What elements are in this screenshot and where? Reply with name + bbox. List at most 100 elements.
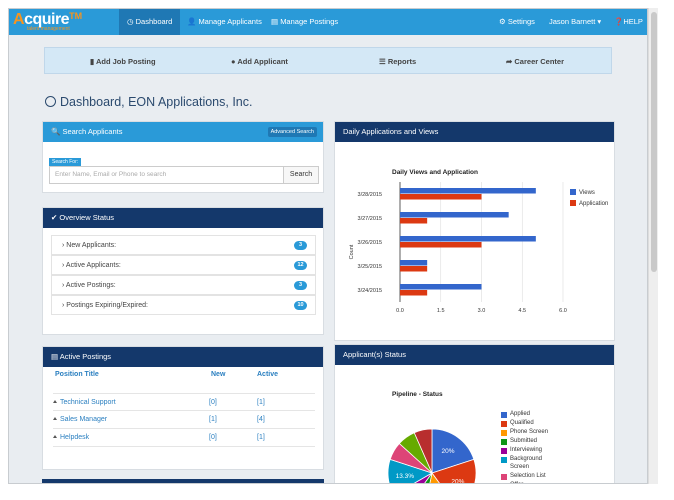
triangle-icon xyxy=(53,435,57,438)
nav-settings[interactable]: ⚙ Settings xyxy=(499,9,535,35)
nav-help[interactable]: ❓HELP xyxy=(614,9,643,35)
bar-application-3 xyxy=(400,242,482,248)
gear-icon: ⚙ xyxy=(499,17,506,26)
applicant-status-panel: Applicant(s) Status Pipeline - Status 20… xyxy=(334,344,615,484)
y-tick-label: 3/27/2015 xyxy=(358,216,382,222)
search-panel-header: 🔍 Search Applicants Advanced Search xyxy=(43,122,323,142)
legend-swatch xyxy=(501,457,507,463)
legend-label: Background Screen xyxy=(510,456,543,470)
posting-title-link[interactable]: Technical Support xyxy=(60,399,116,406)
vertical-scrollbar[interactable] xyxy=(648,8,658,484)
pipeline-status-pie-chart: Pipeline - Status 20% 20% 13.3% xyxy=(387,391,477,483)
pie-slice-3 xyxy=(429,472,440,483)
page-title: Dashboard, EON Applications, Inc. xyxy=(45,95,252,109)
legend-swatch xyxy=(501,482,507,483)
advanced-search-button[interactable]: Advanced Search xyxy=(267,127,317,137)
legend-swatch xyxy=(501,421,507,427)
search-button[interactable]: Search xyxy=(283,166,319,184)
daily-views-bar-chart: Daily Views and Application Count 3/28/2… xyxy=(349,169,608,314)
active-count-link[interactable]: [1] xyxy=(257,434,265,441)
new-count-link[interactable]: [0] xyxy=(209,434,217,441)
legend-swatch xyxy=(501,439,507,445)
new-count-link[interactable]: [1] xyxy=(209,416,217,423)
overview-row-active-postings[interactable]: › Active Postings: 3 xyxy=(51,275,316,295)
active-postings-panel: ▤ Active Postings Position Title New Act… xyxy=(42,346,324,470)
search-input[interactable]: Enter Name, Email or Phone to search xyxy=(49,166,284,184)
active-postings-header: ▤ Active Postings xyxy=(43,347,323,367)
user-menu[interactable]: Jason Barnett ▾ xyxy=(549,9,601,35)
table-row: Technical Support [0] [1] xyxy=(53,393,315,411)
add-applicant-label: Add Applicant xyxy=(237,57,288,66)
overview-status-panel: ✔ Overview Status › New Applicants: 3 › … xyxy=(42,207,324,335)
bar-application-2 xyxy=(400,218,428,224)
legend-label: Selection List xyxy=(510,472,546,479)
next-panel-header xyxy=(42,479,324,483)
bar-views-5 xyxy=(400,284,482,290)
caret-down-icon: ▾ xyxy=(597,17,602,26)
chevron-right-icon: › xyxy=(62,242,65,249)
legend-label: Offer xyxy=(510,482,558,484)
dashboard-icon: ◷ xyxy=(127,17,134,26)
legend-item: Background Screen xyxy=(501,456,611,471)
chart-title: Daily Views and Application xyxy=(392,169,478,176)
add-applicant-button[interactable]: ● Add Applicant xyxy=(231,48,288,75)
scrollbar-thumb[interactable] xyxy=(651,12,657,272)
acquire-logo[interactable]: AcquireTM talent management xyxy=(13,11,118,33)
logo-initial: A xyxy=(13,11,25,28)
check-icon: ✔ xyxy=(51,213,58,222)
overview-row-new-applicants[interactable]: › New Applicants: 3 xyxy=(51,235,316,255)
legend-item: Offer xyxy=(501,482,611,484)
y-tick-label: 3/28/2015 xyxy=(358,192,382,198)
new-count-link[interactable]: [0] xyxy=(209,399,217,406)
x-tick-label: 0.0 xyxy=(396,308,404,314)
bar-views-4 xyxy=(400,260,428,266)
legend-item: Interviewing xyxy=(501,447,611,455)
overview-row-postings-expiring[interactable]: › Postings Expiring/Expired: 10 xyxy=(51,295,316,315)
active-count-link[interactable]: [4] xyxy=(257,416,265,423)
nav-settings-label: Settings xyxy=(507,17,535,26)
chevron-right-icon: › xyxy=(62,282,65,289)
overview-row-label: Active Applicants: xyxy=(65,262,121,269)
bar-application-5 xyxy=(400,290,428,296)
logo-trademark: TM xyxy=(69,11,83,21)
column-header-active[interactable]: Active xyxy=(257,371,279,378)
y-tick-label: 3/26/2015 xyxy=(358,240,382,246)
legend-swatch xyxy=(570,200,576,206)
legend-item: Selection List xyxy=(501,473,611,481)
x-tick-label: 6.0 xyxy=(559,308,567,314)
bar-application-1 xyxy=(400,194,482,200)
add-job-posting-button[interactable]: ▮ Add Job Posting xyxy=(90,48,156,75)
file-icon: ▤ xyxy=(51,352,59,361)
overview-row-active-applicants[interactable]: › Active Applicants: 12 xyxy=(51,255,316,275)
pie-slice-label: 20% xyxy=(442,448,455,455)
quick-action-bar: ▮ Add Job Posting ● Add Applicant ☰ Repo… xyxy=(44,47,612,74)
active-count-link[interactable]: [1] xyxy=(257,399,265,406)
column-header-position[interactable]: Position Title xyxy=(55,371,99,378)
nav-manage-postings[interactable]: ▤ Manage Postings xyxy=(271,9,338,35)
overview-row-label: Postings Expiring/Expired: xyxy=(66,302,149,309)
pie-slice-5 xyxy=(413,472,433,483)
applicant-status-title: Applicant(s) Status xyxy=(335,345,614,365)
posting-title-link[interactable]: Sales Manager xyxy=(60,416,108,423)
question-icon: ❓ xyxy=(614,17,624,26)
posting-title-link[interactable]: Helpdesk xyxy=(60,434,90,441)
add-job-posting-label: Add Job Posting xyxy=(95,57,156,66)
overview-status-title: Overview Status xyxy=(59,213,114,222)
legend-item: Submitted xyxy=(501,438,611,446)
nav-dashboard[interactable]: ◷ Dashboard xyxy=(119,9,181,35)
user-name: Jason Barnett xyxy=(549,17,596,26)
table-row: Helpdesk [0] [1] xyxy=(53,429,315,447)
overview-row-label: New Applicants: xyxy=(66,242,117,249)
column-header-new[interactable]: New xyxy=(211,371,226,378)
chevron-right-icon: › xyxy=(62,262,65,269)
x-tick-label: 4.5 xyxy=(518,308,526,314)
y-axis-label: Count xyxy=(349,244,355,259)
reports-button[interactable]: ☰ Reports xyxy=(379,48,416,75)
legend-swatch xyxy=(501,430,507,436)
logo-text: cquire xyxy=(24,11,70,28)
legend-swatch xyxy=(501,473,507,480)
career-center-button[interactable]: ➦ Career Center xyxy=(506,48,564,75)
count-badge: 10 xyxy=(294,301,307,310)
nav-manage-applicants[interactable]: 👤 Manage Applicants xyxy=(187,9,262,35)
triangle-icon xyxy=(53,417,57,420)
